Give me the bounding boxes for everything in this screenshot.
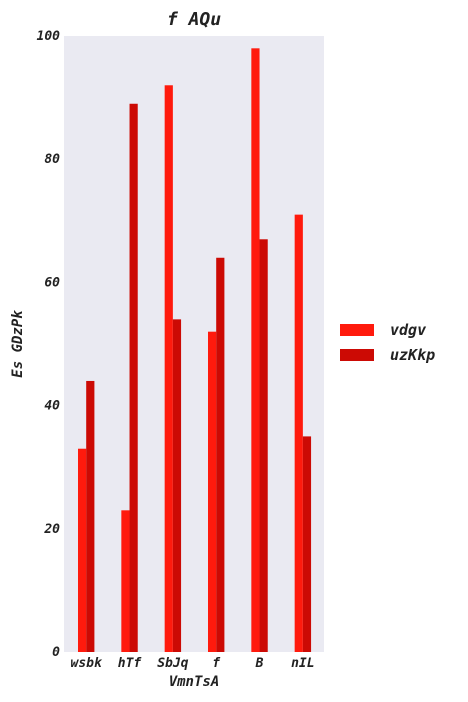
y-tick-label: 60 — [44, 275, 60, 290]
x-tick-label: SbJq — [157, 656, 188, 671]
y-axis-label: Es GDzPk — [10, 310, 26, 378]
bar-uzKkp-B — [259, 239, 268, 652]
x-tick-label: B — [255, 656, 264, 671]
x-tick-label: nIL — [291, 656, 314, 671]
bars — [78, 48, 312, 652]
x-axis-label: VmnTsA — [169, 674, 220, 690]
chart-title: f AQu — [167, 9, 221, 30]
bar-uzKkp-nIL — [302, 436, 312, 652]
y-tick-label: 20 — [43, 522, 60, 537]
bar-vdgv-B — [251, 48, 260, 652]
y-tick-label: 40 — [44, 399, 60, 414]
bar-vdgv-hTf — [121, 510, 130, 652]
legend-swatch-uzKkp — [340, 349, 374, 361]
y-tick-label: 0 — [52, 645, 60, 660]
x-tick-label: wsbk — [71, 656, 103, 671]
bar-vdgv-wsbk — [78, 448, 87, 652]
bar-uzKkp-f — [216, 257, 225, 652]
y-ticks: 0 20 40 60 80 100 — [37, 29, 61, 660]
y-tick-label: 80 — [44, 152, 60, 167]
x-tick-label: f — [212, 656, 221, 671]
bar-uzKkp-SbJq — [172, 319, 182, 652]
plot-area — [64, 36, 324, 652]
legend: vdgv uzKkp — [340, 321, 435, 364]
legend-label-vdgv: vdgv — [390, 321, 427, 339]
bar-vdgv-nIL — [294, 214, 303, 652]
bar-vdgv-SbJq — [164, 85, 173, 652]
bar-vdgv-f — [208, 331, 217, 652]
x-tick-label: hTf — [118, 656, 143, 671]
legend-swatch-vdgv — [340, 324, 374, 336]
legend-label-uzKkp: uzKkp — [390, 346, 435, 364]
bar-uzKkp-hTf — [129, 103, 138, 652]
bar-uzKkp-wsbk — [86, 380, 95, 652]
y-tick-label: 100 — [37, 29, 61, 44]
